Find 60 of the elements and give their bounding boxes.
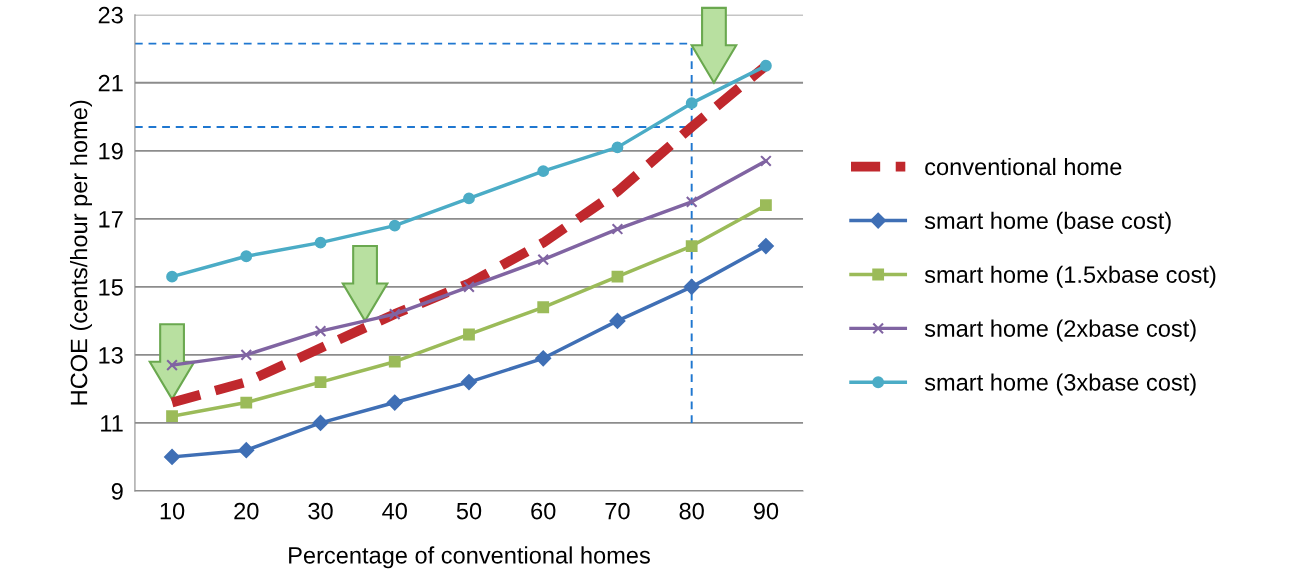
point [166, 359, 178, 372]
point [388, 355, 401, 368]
point [238, 442, 255, 459]
x-tick-label: 80 [679, 502, 704, 520]
legend-label: smart home (base cost) [924, 211, 1171, 234]
point [609, 312, 626, 329]
point [240, 396, 253, 409]
point [240, 349, 253, 361]
point [537, 165, 550, 178]
y-tick-label: 23 [98, 6, 123, 24]
y-tick-label: 9 [111, 483, 123, 500]
y-axis-title: HCOE (cents/hour per home) [69, 100, 92, 405]
point [164, 449, 180, 465]
point [760, 155, 772, 167]
point [314, 325, 327, 337]
y-tick-label: 13 [99, 346, 123, 364]
point [760, 199, 772, 212]
legend-label: smart home (3xbase cost) [924, 373, 1196, 396]
point [388, 219, 401, 232]
x-tick-label: 60 [531, 502, 556, 520]
x-tick-label: 70 [605, 502, 630, 520]
x-tick-label: 40 [382, 502, 407, 520]
x-axis-title: Percentage of conventional homes [289, 546, 650, 569]
point [463, 328, 475, 341]
point [166, 410, 178, 423]
point [463, 280, 475, 293]
legend-label: smart home (2xbase cost) [924, 319, 1196, 342]
point [461, 374, 477, 391]
y-tick-label: 17 [99, 211, 123, 228]
point [611, 270, 624, 283]
point [611, 141, 624, 154]
point [611, 223, 624, 235]
point [537, 301, 550, 314]
point [312, 415, 329, 431]
x-tick-label: 10 [160, 502, 185, 520]
x-tick-label: 30 [308, 502, 333, 520]
legend-label: smart home (1.5xbase cost) [924, 265, 1216, 288]
x-tick-label: 20 [234, 502, 259, 520]
y-tick-label: 15 [99, 279, 123, 296]
y-tick-label: 11 [101, 415, 123, 432]
point [760, 59, 772, 72]
x-tick-label: 50 [456, 502, 482, 520]
point [314, 236, 327, 249]
point [240, 250, 253, 263]
point [685, 195, 698, 208]
point [463, 192, 475, 205]
y-tick-label: 21 [98, 74, 123, 92]
point [758, 238, 774, 254]
point [166, 270, 178, 283]
point [535, 350, 552, 367]
point [685, 97, 698, 110]
point [537, 253, 550, 266]
legend-label: conventional home [925, 157, 1122, 176]
point [685, 240, 698, 252]
y-tick-label: 19 [99, 142, 123, 160]
point [683, 278, 700, 295]
point [386, 394, 403, 411]
point [388, 308, 401, 320]
point [314, 376, 327, 389]
x-tick-label: 90 [753, 502, 779, 520]
